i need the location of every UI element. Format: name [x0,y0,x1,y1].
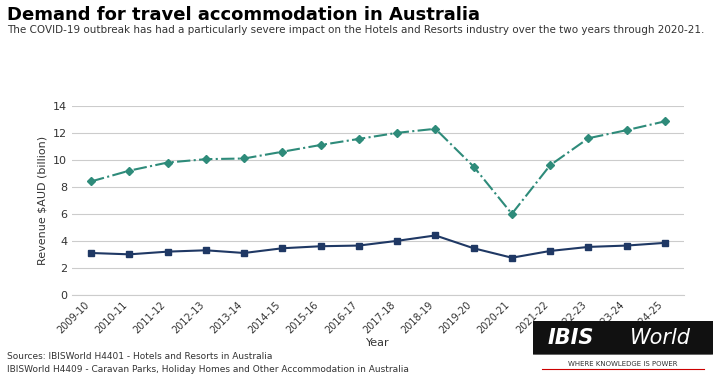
Text: IBISWorld H4409 - Caravan Parks, Holiday Homes and Other Accommodation in Austra: IBISWorld H4409 - Caravan Parks, Holiday… [7,365,409,374]
Text: Demand for travel accommodation in Australia: Demand for travel accommodation in Austr… [7,6,480,24]
FancyBboxPatch shape [526,321,720,355]
Text: WHERE KNOWLEDGE IS POWER: WHERE KNOWLEDGE IS POWER [568,361,678,367]
Y-axis label: Revenue $AUD (billion): Revenue $AUD (billion) [37,136,48,265]
Text: IBIS: IBIS [547,328,593,348]
X-axis label: Year: Year [366,338,390,349]
Text: The COVID-19 outbreak has had a particularly severe impact on the Hotels and Res: The COVID-19 outbreak has had a particul… [7,25,705,34]
Text: World: World [630,328,691,348]
Text: Sources: IBISWorld H4401 - Hotels and Resorts in Australia: Sources: IBISWorld H4401 - Hotels and Re… [7,352,273,361]
